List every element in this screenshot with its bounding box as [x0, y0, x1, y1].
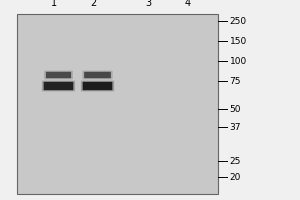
- FancyBboxPatch shape: [44, 71, 73, 79]
- Text: 100: 100: [230, 56, 247, 66]
- FancyBboxPatch shape: [81, 81, 114, 91]
- Text: 75: 75: [230, 76, 241, 86]
- Text: 2: 2: [90, 0, 96, 8]
- Text: 1: 1: [51, 0, 57, 8]
- FancyBboxPatch shape: [42, 81, 75, 91]
- Text: 37: 37: [230, 122, 241, 132]
- Text: 3: 3: [146, 0, 152, 8]
- FancyBboxPatch shape: [46, 72, 71, 78]
- FancyBboxPatch shape: [16, 14, 217, 194]
- Text: 4: 4: [184, 0, 190, 8]
- FancyBboxPatch shape: [83, 82, 112, 90]
- FancyBboxPatch shape: [44, 82, 74, 90]
- Text: 250: 250: [230, 17, 247, 25]
- Text: 50: 50: [230, 104, 241, 114]
- Text: 20: 20: [230, 172, 241, 182]
- Text: 150: 150: [230, 36, 247, 46]
- FancyBboxPatch shape: [82, 71, 113, 79]
- FancyBboxPatch shape: [84, 72, 111, 78]
- Text: 25: 25: [230, 156, 241, 166]
